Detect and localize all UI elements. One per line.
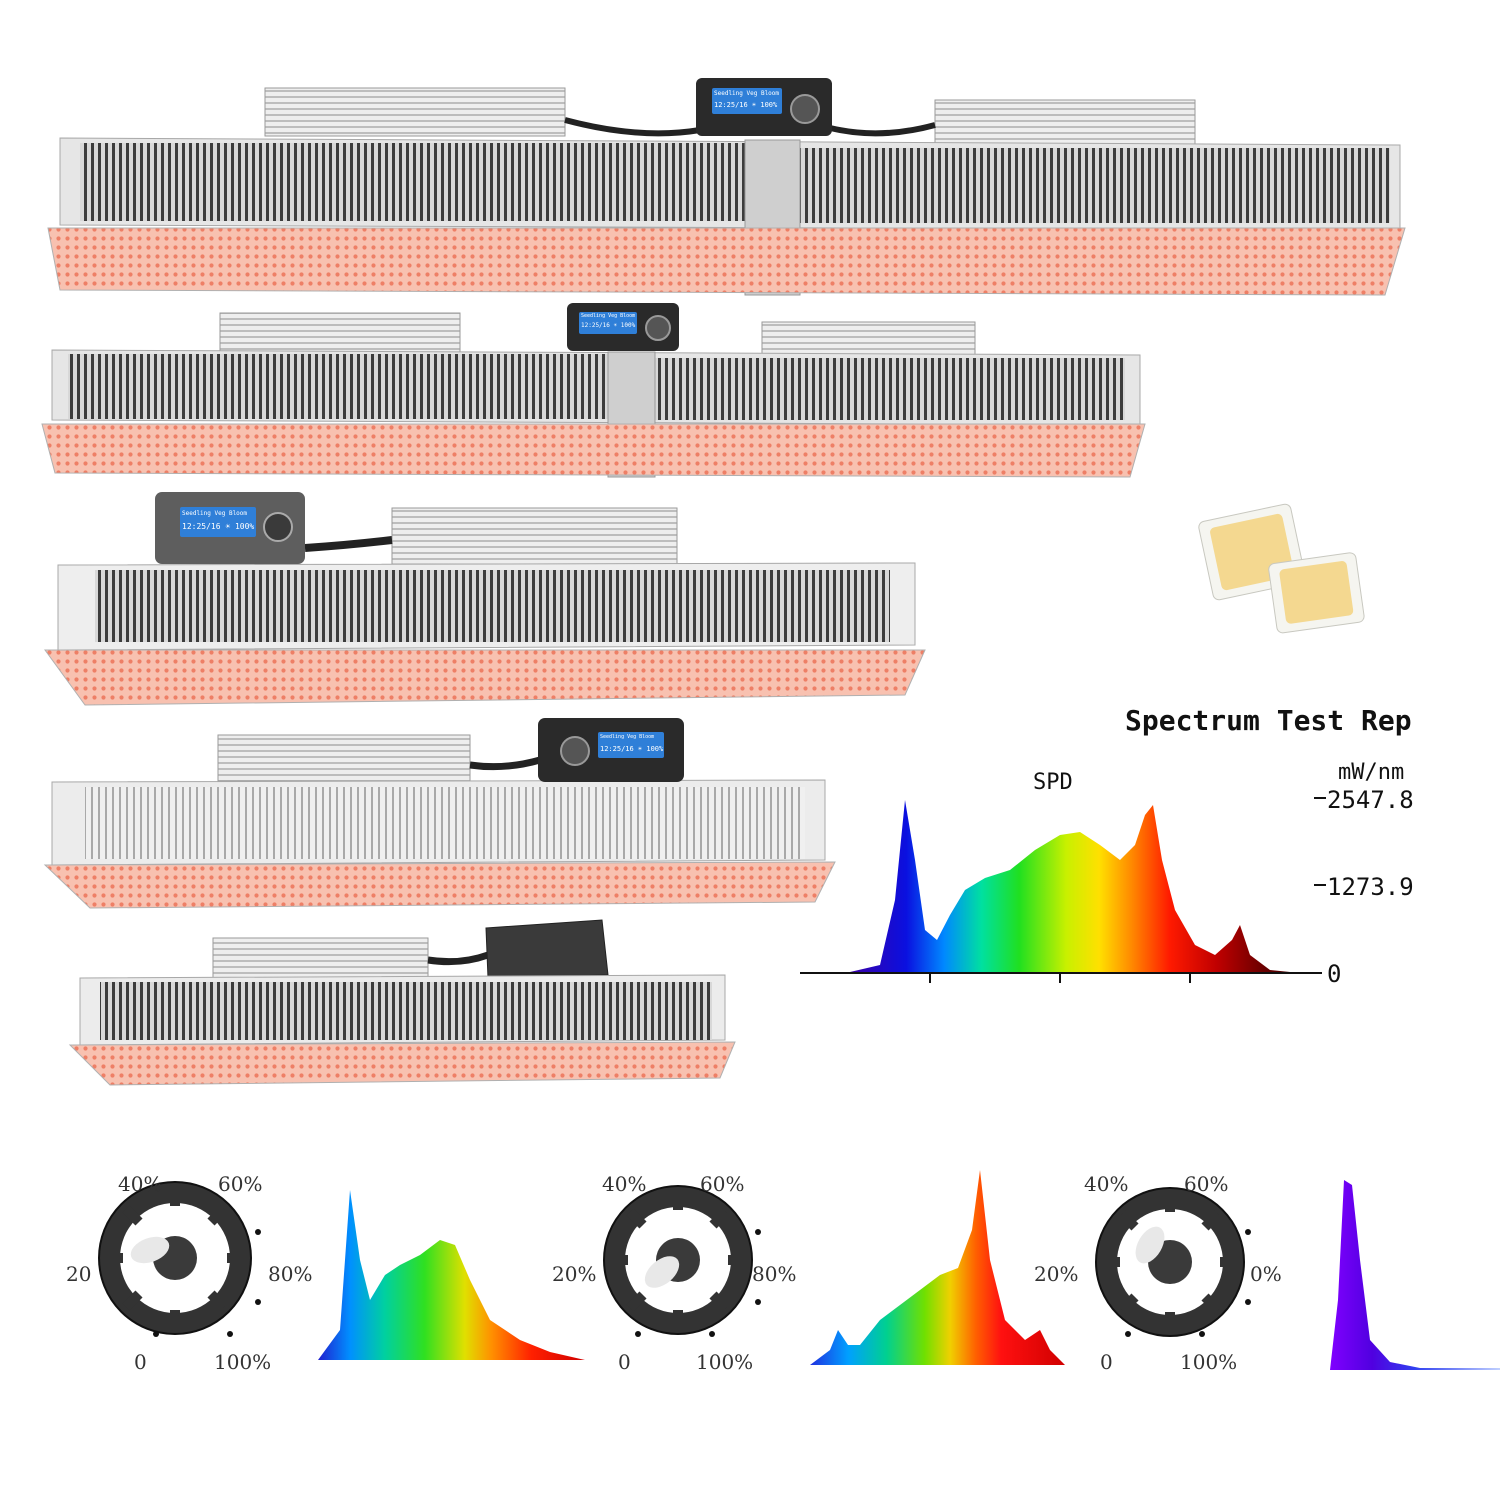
driver-box (217, 734, 471, 782)
dial-icon[interactable] (560, 736, 590, 766)
display-readout: 12:25/16 ☀ 100% (714, 101, 778, 109)
controller-display: Seedling Veg Bloom 12:25/16 ☀ 100% (712, 88, 782, 114)
display-modes: Seedling Veg Bloom (182, 510, 248, 517)
driver-box (934, 99, 1196, 147)
fixture-1 (47, 87, 1406, 296)
knob2-label-20: 20% (552, 1262, 597, 1286)
knob3-label-60: 60% (1184, 1172, 1229, 1196)
knob3-label-80: 0% (1250, 1262, 1282, 1286)
knob3-label-0: 0 (1100, 1350, 1113, 1374)
knob3-label-100: 100% (1180, 1350, 1238, 1374)
fixture-4 (43, 734, 836, 909)
knob1-label-100: 100% (214, 1350, 272, 1374)
controller-display: Seedling Veg Bloom 12:25/16 ☀ 100% (598, 732, 664, 758)
knob1-label-20: 20 (66, 1262, 92, 1286)
fixture-3 (44, 507, 926, 706)
display-readout: 12:25/16 ☀ 100% (581, 322, 636, 329)
display-modes: Seedling Veg Bloom (714, 90, 780, 97)
spectrum-report-title: Spectrum Test Rep (1125, 704, 1412, 737)
spd-label: SPD (1033, 770, 1073, 795)
unit-label: mW/nm (1338, 760, 1405, 785)
dial-icon[interactable] (263, 512, 293, 542)
controller-2: Seedling Veg Bloom 12:25/16 ☀ 100% (567, 303, 679, 351)
knob1-label-80: 80% (268, 1262, 313, 1286)
y-tick-max: 2547.8 (1327, 786, 1414, 814)
controller-4: Seedling Veg Bloom 12:25/16 ☀ 100% (538, 718, 684, 782)
driver-box (391, 507, 678, 565)
display-modes: Seedling Veg Bloom (600, 734, 655, 740)
knob2-label-100: 100% (696, 1350, 754, 1374)
controller-display: Seedling Veg Bloom 12:25/16 ☀ 100% (180, 507, 256, 537)
controller-1: Seedling Veg Bloom 12:25/16 ☀ 100% (696, 78, 832, 136)
y-tick-zero: 0 (1327, 960, 1342, 988)
y-tick-mid: 1273.9 (1327, 873, 1414, 901)
controller-box-blank (485, 919, 609, 979)
dial-icon[interactable] (790, 94, 820, 124)
knob2-label-40: 40% (602, 1172, 647, 1196)
knob2-label-80: 80% (752, 1262, 797, 1286)
knob3-label-40: 40% (1084, 1172, 1129, 1196)
display-readout: 12:25/16 ☀ 100% (182, 522, 255, 531)
driver-box (212, 937, 429, 979)
dial-icon[interactable] (645, 315, 671, 341)
knob1-label-0: 0 (134, 1350, 147, 1374)
driver-box (761, 321, 976, 359)
knob1-label-60: 60% (218, 1172, 263, 1196)
led-chip-icon (1198, 503, 1365, 634)
driver-box (264, 87, 566, 137)
controller-display: Seedling Veg Bloom 12:25/16 ☀ 100% (579, 312, 637, 334)
driver-box (219, 312, 461, 354)
knob2-label-0: 0 (618, 1350, 631, 1374)
fixture-5 (68, 919, 736, 1086)
fixture-2 (41, 312, 1146, 478)
controller-3: Seedling Veg Bloom 12:25/16 ☀ 100% (155, 492, 305, 564)
knob3-label-20: 20% (1034, 1262, 1079, 1286)
knob2-label-60: 60% (700, 1172, 745, 1196)
display-readout: 12:25/16 ☀ 100% (600, 745, 664, 753)
display-modes: Seedling Veg Bloom (581, 313, 636, 319)
knob1-label-40: 40% (118, 1172, 163, 1196)
